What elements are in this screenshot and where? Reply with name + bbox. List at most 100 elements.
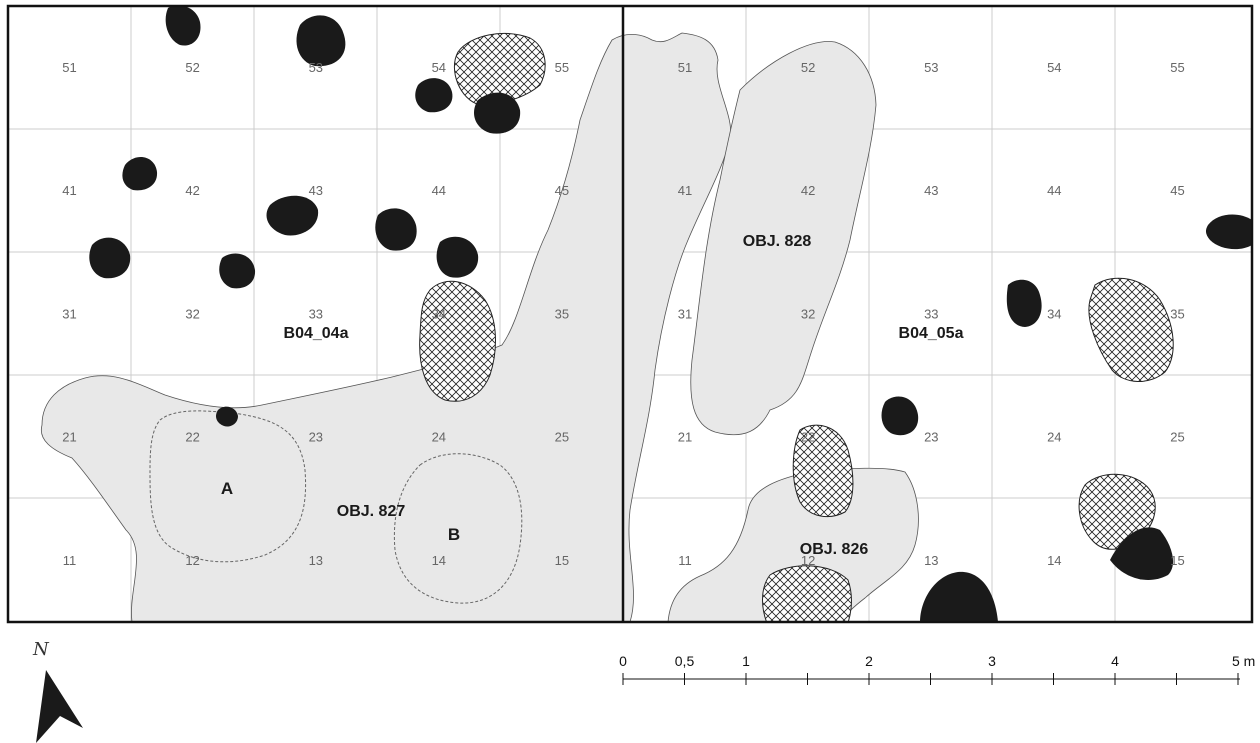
cell-number: 32	[801, 306, 815, 321]
cell-number: 42	[185, 183, 199, 198]
posthole	[165, 6, 201, 46]
posthole	[881, 396, 919, 436]
cell-number: 34	[432, 306, 446, 321]
scale-bar-labels: 0 0,5 1 2 3 4 5 m	[619, 653, 1255, 669]
cell-number: 43	[924, 183, 938, 198]
cell-number: 22	[185, 430, 199, 445]
posthole	[219, 253, 256, 289]
cell-number: 25	[555, 430, 569, 445]
postholes	[89, 6, 1252, 622]
scale-label: 1	[742, 653, 750, 669]
posthole	[415, 78, 453, 113]
posthole	[920, 571, 998, 622]
cell-number: 33	[924, 306, 938, 321]
cell-number: 21	[678, 430, 692, 445]
cell-number: 21	[62, 430, 76, 445]
label-obj-827: OBJ. 827	[337, 503, 406, 520]
sub-area-b	[393, 453, 523, 604]
cell-number: 53	[924, 60, 938, 75]
cell-number: 32	[185, 306, 199, 321]
posthole	[216, 406, 238, 427]
hatch-area	[1088, 277, 1174, 382]
scale-label: 5 m	[1232, 653, 1255, 669]
disturbed-areas	[419, 32, 1174, 622]
cell-number: 45	[555, 183, 569, 198]
cell-number: 52	[801, 60, 815, 75]
cell-number: 41	[62, 183, 76, 198]
cell-number: 53	[309, 60, 323, 75]
cell-number: 12	[801, 553, 815, 568]
cell-number: 12	[185, 553, 199, 568]
cell-number: 14	[432, 553, 446, 568]
feature-obj-826	[667, 467, 919, 622]
feature-obj-827	[40, 32, 732, 622]
scale-bar-ticks	[622, 673, 1239, 685]
scale-label: 0	[619, 653, 627, 669]
cell-number: 25	[1170, 430, 1184, 445]
posthole	[1110, 527, 1174, 580]
scale-label: 3	[988, 653, 996, 669]
scale-label: 0,5	[675, 653, 695, 669]
cell-number: 55	[555, 60, 569, 75]
hatch-area	[453, 32, 546, 106]
cell-number: 34	[1047, 306, 1061, 321]
hatch-area	[419, 280, 496, 402]
cell-number: 44	[1047, 183, 1061, 198]
scale-bar: 0 0,5 1 2 3 4 5 m	[619, 653, 1255, 685]
posthole	[89, 237, 131, 279]
scale-label: 2	[865, 653, 873, 669]
cell-number: 42	[801, 183, 815, 198]
cell-number: 15	[1170, 553, 1184, 568]
posthole	[266, 195, 319, 236]
feature-obj-828	[690, 41, 877, 436]
cell-number: 23	[924, 430, 938, 445]
cell-number: 54	[1047, 60, 1061, 75]
cell-number: 14	[1047, 553, 1061, 568]
label-sector-left: B04_04a	[284, 325, 349, 342]
posthole	[474, 92, 521, 134]
cell-number: 11	[63, 553, 77, 568]
cell-number: 11	[678, 553, 692, 568]
cell-number: 55	[1170, 60, 1184, 75]
label-sub-area-a: A	[221, 479, 233, 498]
scale-label: 4	[1111, 653, 1119, 669]
cell-number: 24	[1047, 430, 1061, 445]
cell-number: 45	[1170, 183, 1184, 198]
cell-number: 51	[678, 60, 692, 75]
cell-number: 22	[801, 430, 815, 445]
label-obj-828: OBJ. 828	[743, 233, 812, 250]
cell-number: 23	[309, 430, 323, 445]
hatch-area	[792, 424, 854, 518]
cell-number: 15	[555, 553, 569, 568]
cell-number: 24	[432, 430, 446, 445]
north-label: N	[32, 639, 50, 660]
posthole	[1006, 279, 1042, 327]
cell-number: 43	[309, 183, 323, 198]
posthole	[296, 15, 346, 67]
posthole	[375, 208, 417, 251]
cell-number-labels: 51 52 53 54 55 41 42 43 44 45 31 32 33 34 35 21 22 23 24 25…	[62, 60, 1184, 568]
label-sub-area-b: B	[448, 525, 460, 544]
posthole	[436, 236, 479, 278]
cell-number: 13	[309, 553, 323, 568]
north-arrow-icon	[36, 670, 83, 743]
posthole	[1205, 214, 1252, 250]
cell-number: 31	[62, 306, 76, 321]
cell-number: 33	[309, 306, 323, 321]
cell-number: 31	[678, 306, 692, 321]
hatch-area	[762, 565, 852, 622]
cell-number: 35	[1170, 306, 1184, 321]
north-arrow: N	[32, 639, 83, 743]
sub-area-a	[149, 410, 307, 563]
cell-number: 13	[924, 553, 938, 568]
map-frame	[6, 4, 1254, 624]
cell-number: 44	[432, 183, 446, 198]
label-obj-826: OBJ. 826	[800, 541, 869, 558]
label-sector-right: B04_05a	[899, 325, 964, 342]
cell-number: 52	[185, 60, 199, 75]
cell-number: 41	[678, 183, 692, 198]
cell-number: 35	[555, 306, 569, 321]
cell-number: 54	[432, 60, 446, 75]
cell-number: 51	[62, 60, 76, 75]
